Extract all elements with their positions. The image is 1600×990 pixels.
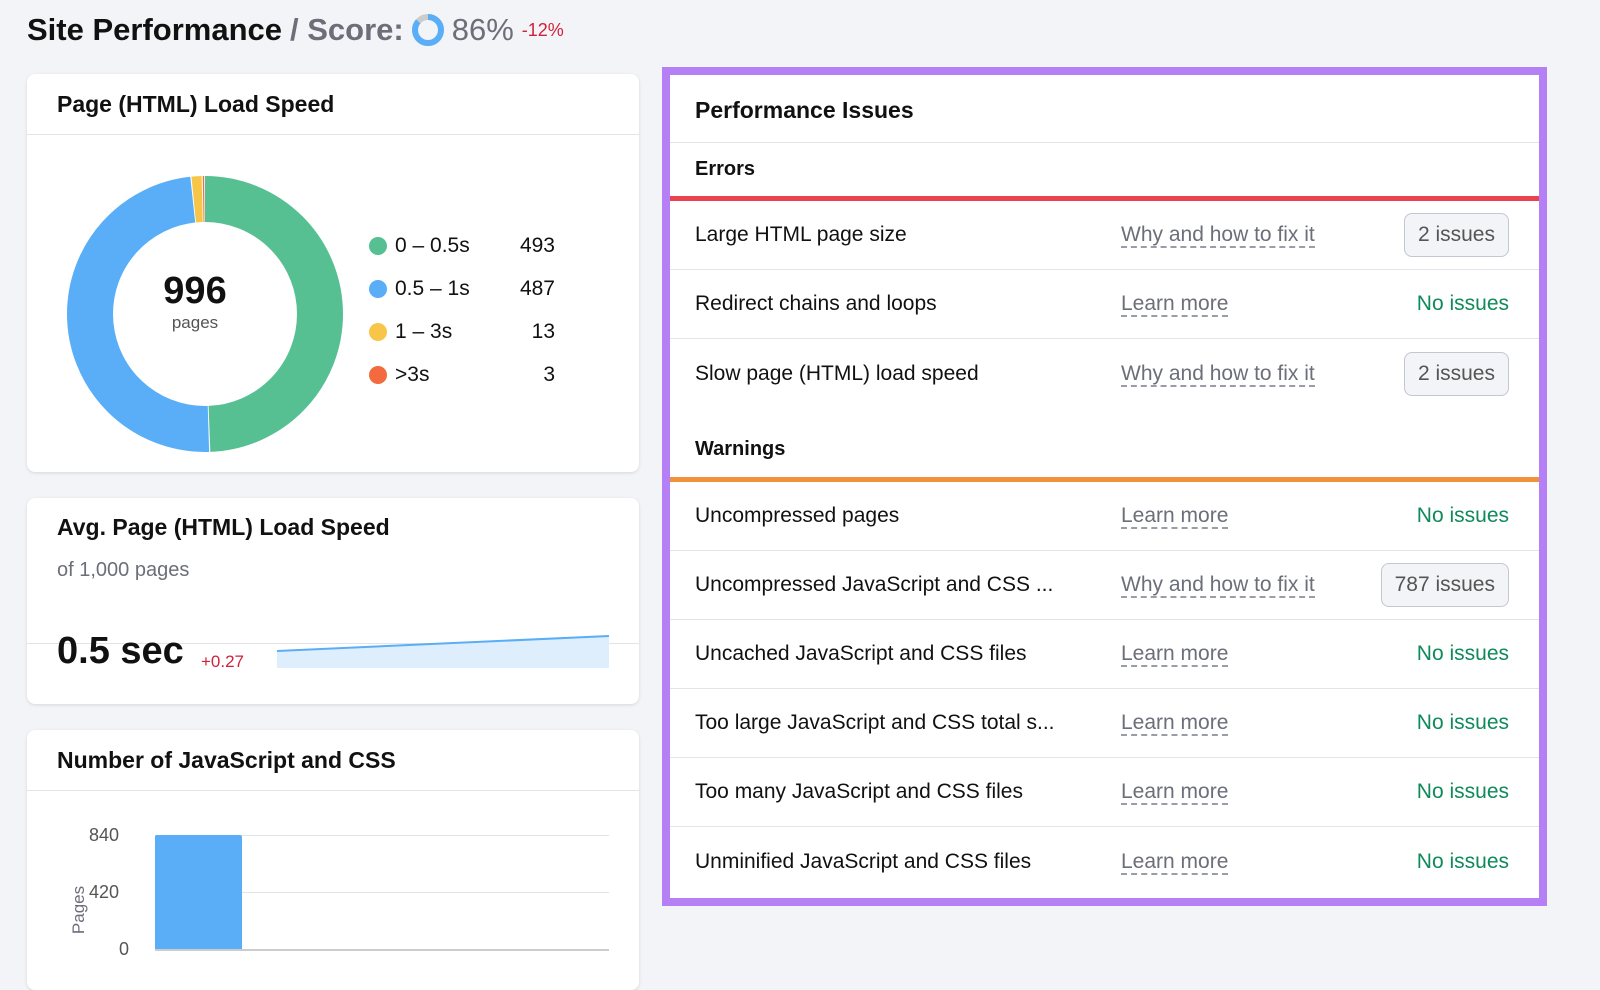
no-issues-status: No issues [1416, 849, 1509, 873]
issue-name: Too many JavaScript and CSS files [695, 780, 1023, 803]
issue-row: Uncached JavaScript and CSS files Learn m… [670, 620, 1539, 689]
legend-value: 3 [543, 362, 555, 386]
no-issues-status: No issues [1416, 711, 1509, 734]
legend-label: 0 – 0.5s [395, 233, 470, 257]
legend-dot [369, 365, 387, 384]
errors-heading: Errors [670, 143, 1539, 201]
card-title: Number of JavaScript and CSS [57, 747, 396, 773]
no-issues-status: No issues [1416, 642, 1509, 665]
avg-speed-value: 0.5 sec [57, 630, 184, 672]
donut-segment[interactable] [67, 176, 343, 452]
page-header: Site Performance / Score: 86% -12% [27, 12, 564, 48]
score-ring-icon [411, 14, 444, 46]
load-speed-card: Page (HTML) Load Speed 996 pages 0 – 0.5… [27, 74, 639, 472]
no-issues-status: No issues [1416, 780, 1509, 803]
js-css-card: Number of JavaScript and CSS Pages 840 4… [27, 730, 639, 990]
issue-help-link[interactable]: Why and how to fix it [1121, 573, 1315, 598]
issues-count-badge[interactable]: 787 issues [1380, 563, 1509, 607]
load-speed-donut [67, 176, 343, 452]
issue-name: Large HTML page size [695, 223, 907, 246]
total-pages: 996 [163, 270, 227, 312]
y-tick: 840 [89, 825, 120, 845]
y-tick: 0 [119, 939, 130, 959]
issue-row: Large HTML page size Why and how to fix i… [670, 201, 1539, 270]
legend-item[interactable]: >3s 3 [369, 353, 555, 396]
legend-item[interactable]: 1 – 3s 13 [369, 310, 555, 353]
legend-value: 493 [519, 233, 555, 257]
issues-count-badge[interactable]: 2 issues [1403, 351, 1509, 396]
y-tick: 420 [89, 882, 120, 902]
issue-name: Uncompressed JavaScript and CSS ... [695, 573, 1054, 596]
issue-row: Redirect chains and loops Learn more No is… [670, 270, 1539, 339]
issue-name: Slow page (HTML) load speed [695, 361, 979, 385]
legend-label: 1 – 3s [395, 319, 453, 343]
issue-row: Uncompressed JavaScript and CSS ... Why a… [670, 551, 1539, 620]
warnings-heading: Warnings [670, 408, 1539, 482]
card-title: Avg. Page (HTML) Load Speed [57, 514, 390, 540]
issue-row: Too many JavaScript and CSS files Learn m… [670, 758, 1539, 827]
score-value: 86% [451, 12, 514, 47]
avg-speed-sparkline [277, 635, 609, 668]
score-label: / Score: [290, 12, 404, 47]
issue-help-link[interactable]: Learn more [1121, 780, 1229, 805]
issue-help-link[interactable]: Learn more [1121, 642, 1229, 667]
issue-name: Uncompressed pages [695, 504, 900, 527]
legend-label: >3s [395, 362, 430, 386]
total-pages-label: pages [171, 313, 219, 332]
panel-title: Performance Issues [695, 97, 914, 123]
issue-name: Uncached JavaScript and CSS files [695, 642, 1027, 665]
issue-row: Unminified JavaScript and CSS files Learn… [670, 827, 1539, 896]
card-title: Page (HTML) Load Speed [57, 91, 335, 117]
legend-label: 0.5 – 1s [395, 276, 470, 300]
no-issues-status: No issues [1416, 504, 1509, 527]
chart-bar[interactable] [155, 835, 242, 949]
issue-name: Too large JavaScript and CSS total s... [695, 711, 1055, 734]
issue-row: Uncompressed pages Learn more No issues [670, 482, 1539, 551]
issue-row: Too large JavaScript and CSS total s... L… [670, 689, 1539, 758]
legend-dot [369, 236, 387, 255]
issue-help-link[interactable]: Learn more [1121, 504, 1229, 529]
legend-dot [369, 279, 387, 298]
legend-item[interactable]: 0 – 0.5s 493 [369, 224, 555, 267]
legend-value: 13 [531, 319, 555, 343]
donut-legend: 0 – 0.5s 493 0.5 – 1s 487 1 – 3s 13 >3s 3 [369, 224, 555, 396]
issue-help-link[interactable]: Learn more [1121, 711, 1229, 736]
legend-value: 487 [519, 276, 555, 300]
legend-dot [369, 322, 387, 341]
avg-speed-card: Avg. Page (HTML) Load Speed of 1,000 pag… [27, 498, 639, 704]
issue-help-link[interactable]: Why and how to fix it [1121, 361, 1315, 387]
no-issues-status: No issues [1416, 292, 1509, 315]
issue-help-link[interactable]: Why and how to fix it [1121, 223, 1315, 248]
card-subtitle: of 1,000 pages [57, 559, 190, 581]
issue-help-link[interactable]: Learn more [1121, 292, 1229, 317]
issue-name: Unminified JavaScript and CSS files [695, 849, 1032, 873]
issue-help-link[interactable]: Learn more [1121, 849, 1229, 875]
issues-count-badge[interactable]: 2 issues [1403, 213, 1509, 257]
legend-item[interactable]: 0.5 – 1s 487 [369, 267, 555, 310]
score-delta: -12% [521, 19, 564, 40]
page-title: Site Performance [27, 12, 282, 47]
performance-issues-panel: Performance Issues Errors Large HTML pag… [662, 67, 1547, 906]
y-axis-label: Pages [69, 885, 89, 935]
donut-segment[interactable] [67, 176, 343, 452]
avg-speed-delta: +0.27 [201, 652, 245, 671]
issue-row: Slow page (HTML) load speed Why and how t… [670, 339, 1539, 408]
issue-name: Redirect chains and loops [695, 292, 937, 315]
